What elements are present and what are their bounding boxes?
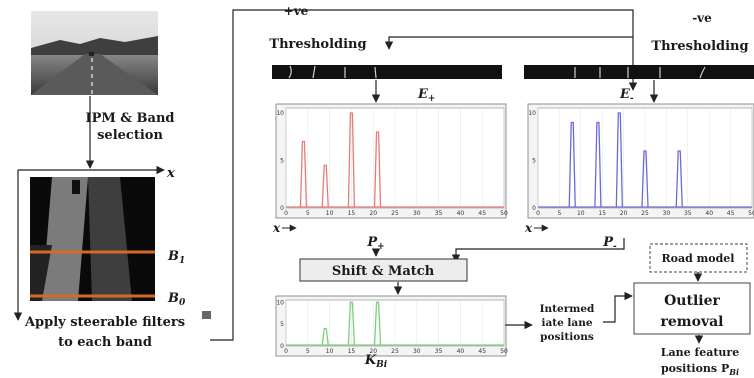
road-camera-image bbox=[31, 11, 158, 95]
peak-mark bbox=[321, 164, 329, 208]
ipm-image bbox=[30, 177, 155, 301]
arrow-intermediate-to-outlier bbox=[603, 291, 633, 323]
x-tick-label: 40 bbox=[705, 210, 713, 217]
x-tick-label: 20 bbox=[369, 348, 377, 355]
x-tick-label: 45 bbox=[727, 210, 735, 217]
peak-mark bbox=[568, 121, 576, 208]
peak-mark bbox=[347, 112, 356, 208]
neg-threshold-label-2: Thresholding bbox=[651, 39, 748, 54]
x-tick-label: 25 bbox=[391, 210, 399, 217]
ipm-band-label: IPM & Band bbox=[86, 111, 175, 126]
neg-threshold-label: -ve bbox=[692, 11, 712, 25]
x-tick-label: 5 bbox=[306, 210, 310, 217]
peak-mark bbox=[594, 121, 602, 208]
pos-threshold-label-2: Thresholding bbox=[269, 37, 366, 52]
x-tick-label: 10 bbox=[326, 348, 334, 355]
pos-threshold-label: +ve bbox=[284, 4, 309, 18]
lane-feature-label: Lane feature bbox=[661, 346, 739, 359]
arrow-to-pos-threshold bbox=[384, 36, 633, 50]
x-tick-label: 45 bbox=[478, 210, 486, 217]
x-tick-label: 0 bbox=[536, 210, 540, 217]
e-plus-label: E+ bbox=[417, 87, 435, 104]
peak-mark bbox=[299, 140, 308, 208]
x-tick-label: 40 bbox=[457, 210, 465, 217]
filter-icon bbox=[202, 311, 211, 319]
x-tick-label: 15 bbox=[348, 348, 356, 355]
arrow-pminus-to-shift bbox=[451, 238, 625, 263]
shift-match-label: Shift & Match bbox=[332, 264, 435, 279]
y-tick-label: 10 bbox=[276, 110, 284, 117]
x-tick-label: 15 bbox=[598, 210, 606, 217]
p-plus-x-label: x bbox=[272, 221, 281, 235]
x-tick-label: 25 bbox=[641, 210, 649, 217]
peak-mark bbox=[347, 301, 356, 346]
y-tick-label: 0 bbox=[532, 205, 536, 212]
plot-p-minus: 0 5 10 15 20 25 30 35 40 45 50 0 5 10 bbox=[527, 103, 754, 219]
shift-match-box bbox=[299, 258, 468, 282]
p-minus-label: P- bbox=[602, 235, 617, 252]
x-tick-label: 40 bbox=[457, 348, 465, 355]
y-tick-label: 0 bbox=[280, 343, 284, 350]
road-model-label: Road model bbox=[662, 252, 735, 265]
y-tick-label: 5 bbox=[532, 158, 536, 165]
x-tick-label: 50 bbox=[748, 210, 754, 217]
x-tick-label: 0 bbox=[284, 210, 288, 217]
e-minus-label: E- bbox=[619, 87, 634, 104]
p-plus-label: P+ bbox=[366, 235, 384, 252]
y-tick-label: 5 bbox=[280, 158, 284, 165]
ipm-x-label: x bbox=[166, 166, 175, 181]
band-b0-label: B0 bbox=[167, 291, 186, 308]
y-tick-label: 10 bbox=[276, 299, 284, 306]
outlier-label: Outlier bbox=[664, 293, 720, 309]
outlier-label-2: removal bbox=[661, 314, 724, 330]
x-tick-label: 35 bbox=[684, 210, 692, 217]
x-tick-label: 20 bbox=[369, 210, 377, 217]
x-tick-label: 35 bbox=[435, 348, 443, 355]
peak-mark bbox=[675, 150, 683, 208]
x-tick-label: 35 bbox=[435, 210, 443, 217]
e-minus-strip bbox=[524, 65, 754, 79]
x-tick-label: 10 bbox=[326, 210, 334, 217]
peak-mark bbox=[641, 150, 649, 208]
k-bi-label: KBi bbox=[364, 353, 388, 370]
y-tick-label: 10 bbox=[528, 110, 536, 117]
peak-mark bbox=[373, 131, 382, 208]
intermediate-label: Intermed bbox=[540, 303, 595, 315]
x-tick-label: 5 bbox=[306, 348, 310, 355]
steerable-label: Apply steerable filters bbox=[24, 315, 185, 330]
steerable-label-2: to each band bbox=[58, 335, 152, 350]
x-tick-label: 10 bbox=[577, 210, 585, 217]
peak-mark bbox=[373, 301, 382, 346]
band-b1-label: B1 bbox=[167, 249, 185, 266]
peak-mark bbox=[321, 327, 329, 346]
p-minus-x-label: x bbox=[524, 221, 533, 235]
x-tick-label: 20 bbox=[620, 210, 628, 217]
e-plus-strip bbox=[272, 65, 502, 79]
outlier-box bbox=[633, 282, 751, 335]
x-tick-label: 50 bbox=[500, 210, 508, 217]
x-tick-label: 0 bbox=[284, 348, 288, 355]
lane-feature-label-2: positions PBi bbox=[661, 362, 739, 377]
x-tick-label: 5 bbox=[557, 210, 561, 217]
x-tick-label: 50 bbox=[500, 348, 508, 355]
x-tick-label: 30 bbox=[413, 210, 421, 217]
x-tick-label: 30 bbox=[413, 348, 421, 355]
x-tick-label: 15 bbox=[348, 210, 356, 217]
x-tick-label: 30 bbox=[663, 210, 671, 217]
y-tick-label: 5 bbox=[280, 321, 284, 328]
plot-k-bi: 0 5 10 15 20 25 30 35 40 45 50 0 5 10 bbox=[275, 295, 508, 357]
road-model-box bbox=[649, 243, 748, 273]
y-tick-label: 0 bbox=[280, 205, 284, 212]
intermediate-label-3: positions bbox=[540, 331, 594, 343]
plot-p-plus: 0 5 10 15 20 25 30 35 40 45 50 0 5 10 bbox=[275, 103, 508, 219]
x-tick-label: 25 bbox=[391, 348, 399, 355]
ipm-band-label-2: selection bbox=[97, 128, 163, 143]
peak-mark bbox=[615, 112, 623, 208]
intermediate-label-2: iate lane bbox=[541, 317, 592, 329]
x-tick-label: 45 bbox=[478, 348, 486, 355]
